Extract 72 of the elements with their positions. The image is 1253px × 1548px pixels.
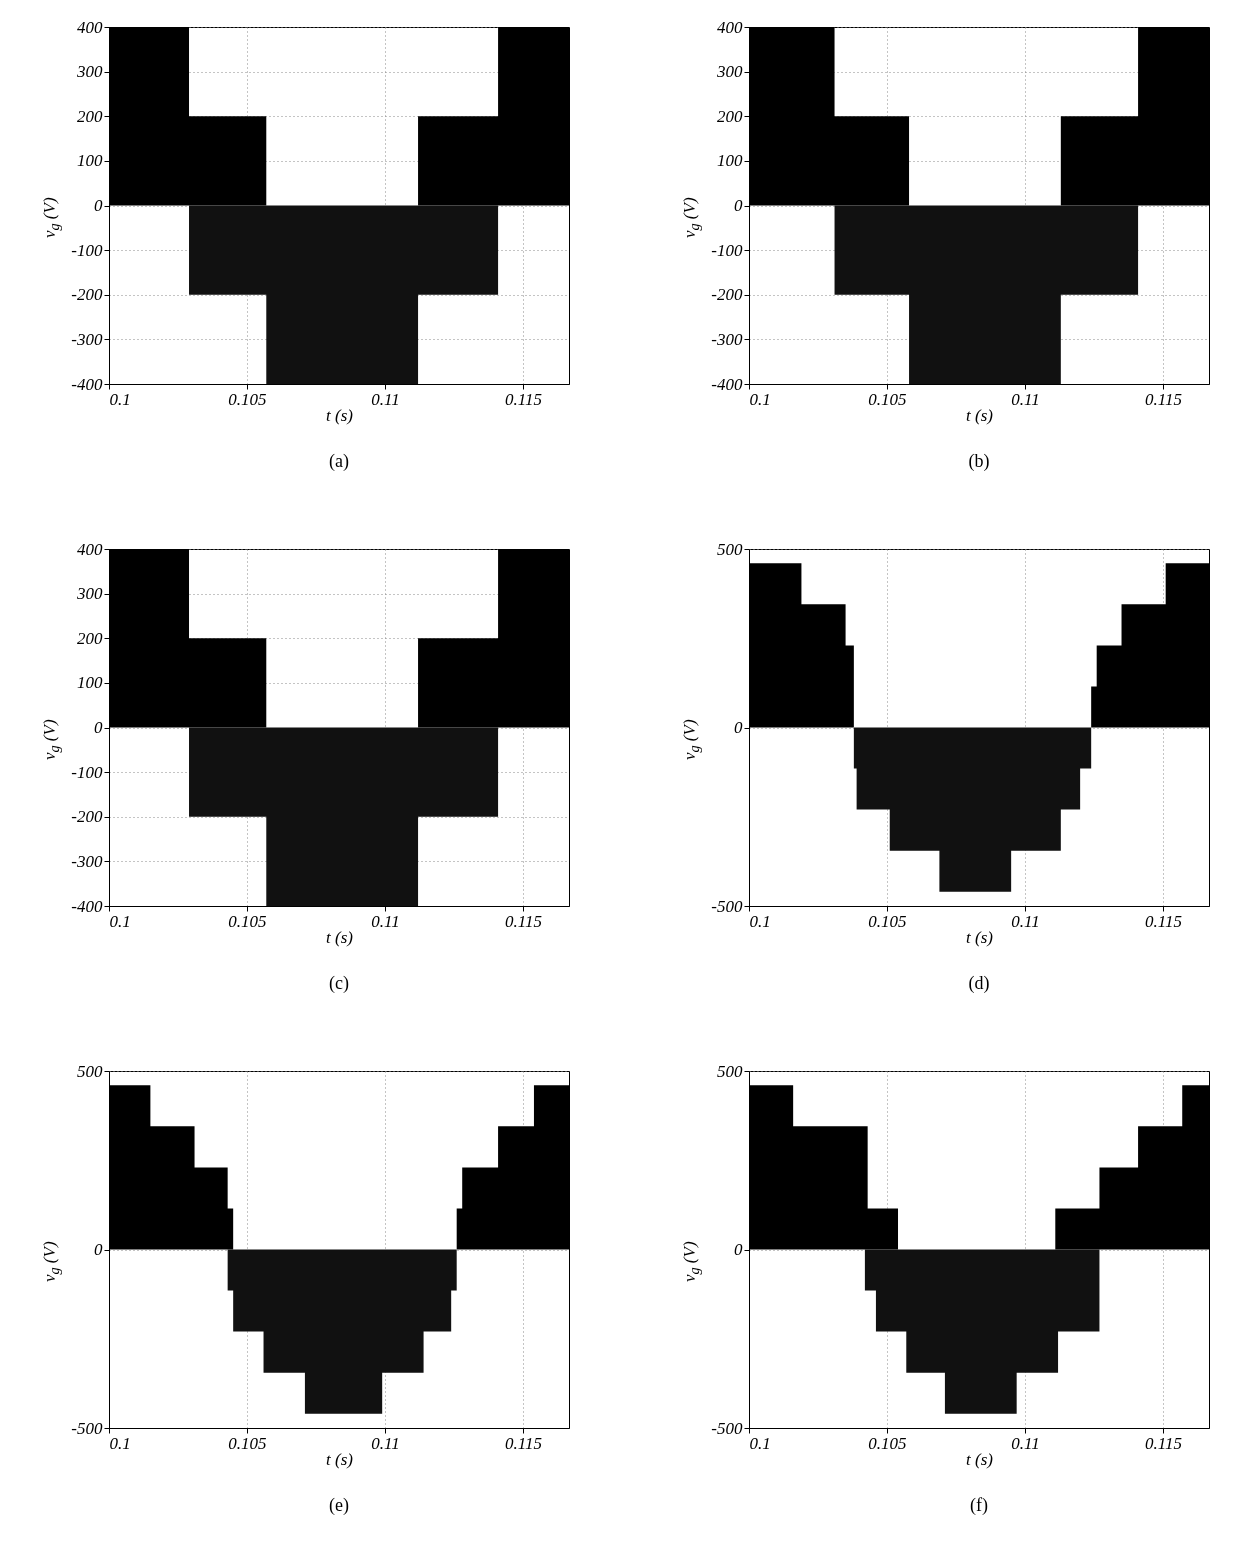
y-tick-label: -100 bbox=[711, 240, 743, 260]
y-tick-label: 100 bbox=[717, 151, 743, 171]
y-tick-label: -500 bbox=[711, 896, 743, 916]
y-tick-label: 0 bbox=[734, 718, 743, 737]
y-tick-label: 0 bbox=[734, 196, 743, 215]
x-tick-label: 0.11 bbox=[1011, 911, 1040, 931]
x-tick-label: 0.11 bbox=[371, 911, 400, 931]
y-tick-label: -200 bbox=[71, 807, 103, 827]
x-tick-label: 0.115 bbox=[504, 389, 542, 409]
x-tick-label: 0.105 bbox=[868, 911, 907, 931]
y-tick-label: 100 bbox=[77, 151, 103, 171]
y-tick-label: -400 bbox=[71, 896, 103, 916]
y-tick-label: 400 bbox=[77, 539, 103, 559]
x-tick-label: 0.1 bbox=[749, 389, 771, 409]
y-tick-label: 100 bbox=[77, 673, 103, 693]
y-tick-label: -200 bbox=[71, 285, 103, 305]
y-tick-label: 500 bbox=[717, 539, 743, 559]
x-tick-label: 0.115 bbox=[504, 911, 542, 931]
y-tick-label: 300 bbox=[76, 584, 103, 604]
y-tick-label: -200 bbox=[711, 285, 743, 305]
y-tick-label: -300 bbox=[71, 329, 103, 349]
x-tick-label: 0.105 bbox=[868, 389, 907, 409]
y-tick-label: -300 bbox=[71, 851, 103, 871]
x-tick-label: 0.11 bbox=[1011, 1433, 1040, 1453]
x-tick-label: 0.115 bbox=[1144, 1433, 1182, 1453]
y-tick-label: -400 bbox=[71, 374, 103, 394]
text: (d) bbox=[968, 973, 990, 994]
x-axis-title: t (s) bbox=[326, 405, 354, 425]
y-tick-label: 200 bbox=[717, 106, 743, 126]
text: (a) bbox=[329, 451, 349, 472]
x-tick-label: 0.1 bbox=[749, 1433, 771, 1453]
y-tick-label: -100 bbox=[71, 762, 103, 782]
y-tick-label: 0 bbox=[734, 1240, 743, 1259]
x-tick-label: 0.115 bbox=[1144, 911, 1182, 931]
y-tick-label: 0 bbox=[94, 196, 103, 215]
x-tick-label: 0.105 bbox=[228, 389, 267, 409]
y-tick-label: 400 bbox=[717, 17, 743, 37]
text: (e) bbox=[329, 1495, 349, 1516]
y-tick-label: -400 bbox=[711, 374, 743, 394]
x-tick-label: 0.1 bbox=[749, 911, 771, 931]
x-tick-label: 0.115 bbox=[504, 1433, 542, 1453]
x-tick-label: 0.11 bbox=[1011, 389, 1040, 409]
x-tick-label: 0.105 bbox=[868, 1433, 907, 1453]
x-axis-title: t (s) bbox=[966, 1449, 994, 1469]
x-axis-title: t (s) bbox=[966, 405, 994, 425]
x-axis-title: t (s) bbox=[966, 927, 994, 947]
y-tick-label: -500 bbox=[71, 1418, 103, 1438]
text: (f) bbox=[970, 1495, 988, 1516]
x-tick-label: 0.11 bbox=[371, 1433, 400, 1453]
y-tick-label: 200 bbox=[77, 106, 103, 126]
x-tick-label: 0.115 bbox=[1144, 389, 1182, 409]
text: (c) bbox=[329, 973, 349, 994]
y-tick-label: 500 bbox=[717, 1061, 743, 1081]
x-tick-label: 0.1 bbox=[109, 911, 131, 931]
y-tick-label: 300 bbox=[716, 62, 743, 82]
x-tick-label: 0.105 bbox=[228, 1433, 267, 1453]
x-tick-label: 0.105 bbox=[228, 911, 267, 931]
y-tick-label: 400 bbox=[77, 17, 103, 37]
y-tick-label: -100 bbox=[71, 240, 103, 260]
y-tick-label: 300 bbox=[76, 62, 103, 82]
x-tick-label: 0.11 bbox=[371, 389, 400, 409]
y-tick-label: 500 bbox=[77, 1061, 103, 1081]
text: (b) bbox=[968, 451, 990, 472]
x-axis-title: t (s) bbox=[326, 927, 354, 947]
x-tick-label: 0.1 bbox=[109, 1433, 131, 1453]
y-tick-label: -500 bbox=[711, 1418, 743, 1438]
y-tick-label: 0 bbox=[94, 1240, 103, 1259]
x-axis-title: t (s) bbox=[326, 1449, 354, 1469]
y-tick-label: 0 bbox=[94, 718, 103, 737]
y-tick-label: -300 bbox=[711, 329, 743, 349]
y-tick-label: 200 bbox=[77, 628, 103, 648]
x-tick-label: 0.1 bbox=[109, 389, 131, 409]
